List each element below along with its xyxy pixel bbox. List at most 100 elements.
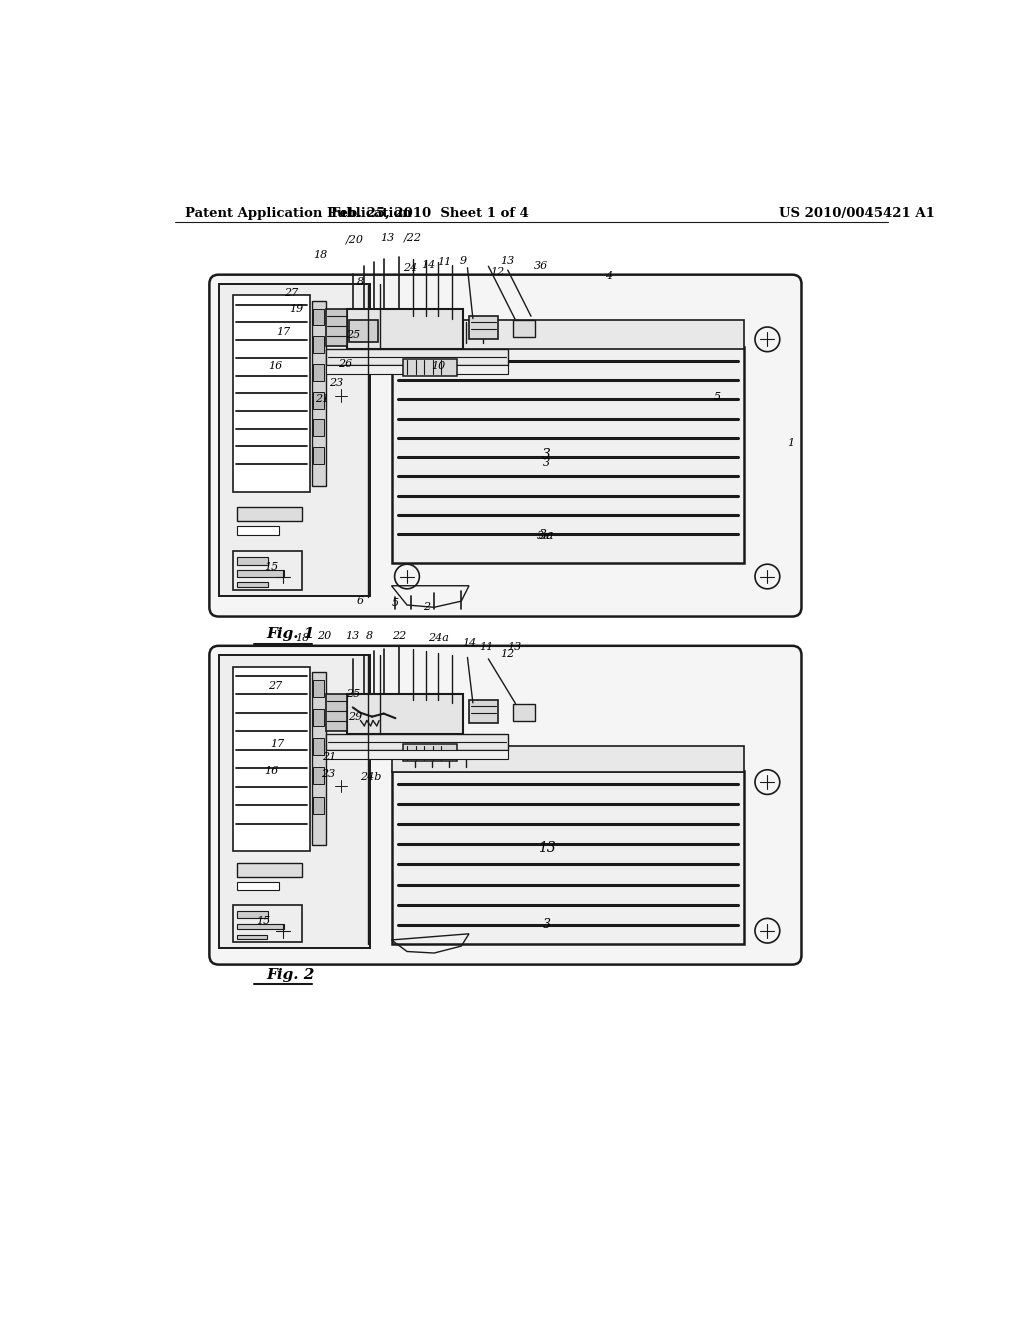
Text: 15: 15	[264, 561, 279, 572]
Text: 22: 22	[392, 631, 407, 640]
Text: 8: 8	[357, 277, 365, 286]
Text: 27: 27	[284, 288, 298, 298]
Text: 9: 9	[460, 256, 467, 265]
FancyBboxPatch shape	[209, 645, 802, 965]
Text: 3a: 3a	[538, 531, 551, 541]
Text: 13: 13	[500, 256, 514, 265]
Bar	[238, 911, 268, 919]
Bar	[237, 882, 280, 890]
Text: 11: 11	[437, 257, 452, 268]
Text: 25: 25	[346, 689, 359, 698]
Text: 3: 3	[543, 458, 550, 467]
Bar	[349, 321, 378, 342]
Text: Fig. 2: Fig. 2	[266, 968, 314, 982]
Bar	[232, 552, 302, 590]
Text: 24: 24	[403, 263, 417, 273]
Bar	[313, 364, 324, 381]
Bar	[237, 863, 302, 876]
Bar	[313, 309, 324, 326]
Text: 3: 3	[543, 917, 551, 931]
Bar	[232, 667, 310, 851]
Text: 27: 27	[268, 681, 283, 690]
Bar	[326, 734, 508, 750]
Bar	[313, 420, 324, 437]
Text: 25: 25	[346, 330, 359, 341]
Text: 21: 21	[323, 751, 337, 762]
Text: 19: 19	[289, 304, 303, 314]
Text: 8: 8	[367, 631, 374, 640]
Text: 18: 18	[295, 634, 309, 643]
Bar	[313, 680, 324, 697]
Text: 2: 2	[423, 602, 430, 611]
Bar	[513, 704, 535, 721]
Text: US 2010/0045421 A1: US 2010/0045421 A1	[778, 206, 935, 219]
Bar	[326, 309, 347, 346]
Text: Feb. 25, 2010  Sheet 1 of 4: Feb. 25, 2010 Sheet 1 of 4	[332, 206, 529, 219]
Text: 36: 36	[534, 261, 548, 271]
Bar	[313, 797, 324, 813]
Text: 10: 10	[431, 362, 445, 371]
Text: 3a: 3a	[539, 529, 554, 543]
Text: 23: 23	[321, 770, 335, 779]
Bar	[232, 296, 310, 492]
Text: 6: 6	[357, 597, 365, 606]
Text: /20: /20	[346, 234, 365, 244]
Bar	[219, 655, 370, 948]
Bar	[311, 672, 326, 845]
Text: 12: 12	[501, 649, 515, 659]
Circle shape	[355, 322, 372, 339]
Text: 13: 13	[538, 841, 555, 854]
Bar	[391, 321, 744, 348]
Bar	[391, 746, 744, 772]
Text: 18: 18	[313, 249, 328, 260]
Text: 17: 17	[270, 739, 285, 748]
Text: 13: 13	[507, 643, 521, 652]
Bar	[469, 700, 499, 723]
Bar	[313, 767, 324, 784]
Text: 23: 23	[329, 379, 343, 388]
Bar	[237, 525, 280, 535]
Bar	[219, 284, 370, 595]
Bar	[311, 301, 326, 486]
Bar	[326, 350, 508, 364]
Text: 15: 15	[256, 916, 270, 925]
Text: Fig. 1: Fig. 1	[266, 627, 314, 642]
Bar	[313, 392, 324, 409]
Bar	[238, 557, 268, 565]
Bar	[391, 771, 744, 944]
Text: 17: 17	[275, 326, 290, 337]
Text: 13: 13	[346, 631, 359, 640]
Text: 4: 4	[605, 271, 612, 281]
Bar	[326, 750, 508, 759]
Text: 1: 1	[787, 438, 795, 449]
Bar	[238, 924, 284, 929]
Text: /22: /22	[403, 232, 422, 243]
Text: 24a: 24a	[428, 634, 449, 643]
Text: 12: 12	[490, 268, 505, 277]
Bar	[513, 321, 535, 337]
Bar	[313, 447, 324, 465]
Text: 3: 3	[542, 447, 551, 462]
Text: 20: 20	[317, 631, 331, 640]
Bar	[326, 693, 347, 730]
Text: 29: 29	[348, 711, 362, 722]
Bar	[313, 709, 324, 726]
Bar	[346, 309, 463, 348]
Text: 24b: 24b	[359, 772, 381, 781]
Text: 13: 13	[381, 232, 394, 243]
Text: 21: 21	[314, 395, 329, 404]
Bar	[346, 693, 463, 734]
Bar	[469, 317, 499, 339]
Text: Patent Application Publication: Patent Application Publication	[184, 206, 412, 219]
Bar	[391, 347, 744, 562]
Bar	[232, 906, 302, 942]
Text: 16: 16	[268, 362, 283, 371]
Bar	[313, 738, 324, 755]
Bar	[237, 507, 302, 521]
Bar	[326, 364, 508, 374]
Bar	[313, 337, 324, 354]
Bar	[238, 582, 268, 586]
Text: 16: 16	[264, 766, 279, 776]
Text: 14: 14	[462, 639, 476, 648]
Text: 11: 11	[479, 643, 494, 652]
